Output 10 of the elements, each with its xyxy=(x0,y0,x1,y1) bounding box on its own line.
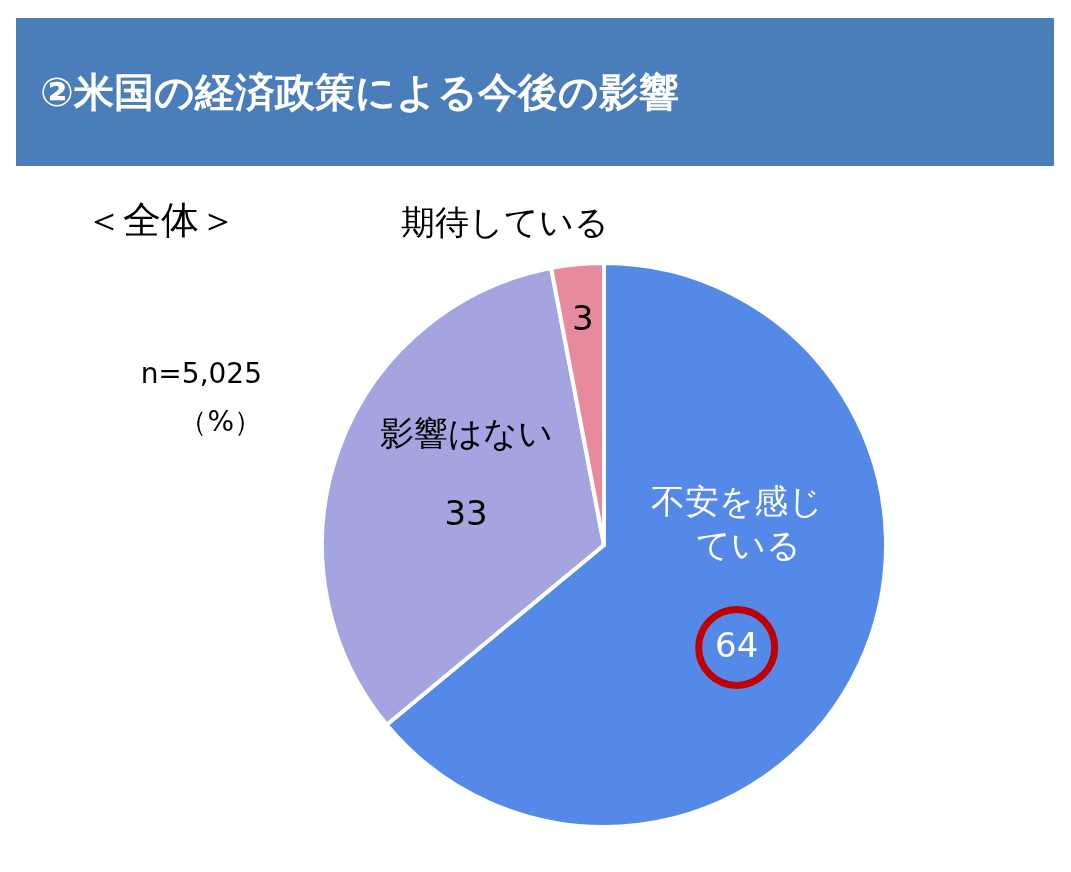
slice-label: 影響はない xyxy=(379,412,553,453)
chart-subtitle: ＜全体＞ xyxy=(85,197,237,242)
slice-label: 不安を感じている xyxy=(650,480,823,565)
data-label: 64 xyxy=(715,624,759,665)
text: （%） xyxy=(179,405,262,438)
slice-label: 期待している xyxy=(400,201,609,242)
text: n=5,025 xyxy=(140,357,262,390)
data-label: 33 xyxy=(444,492,488,533)
chart-title: ②米国の経済政策による今後の影響 xyxy=(40,69,679,115)
data-label: 3 xyxy=(571,297,594,338)
